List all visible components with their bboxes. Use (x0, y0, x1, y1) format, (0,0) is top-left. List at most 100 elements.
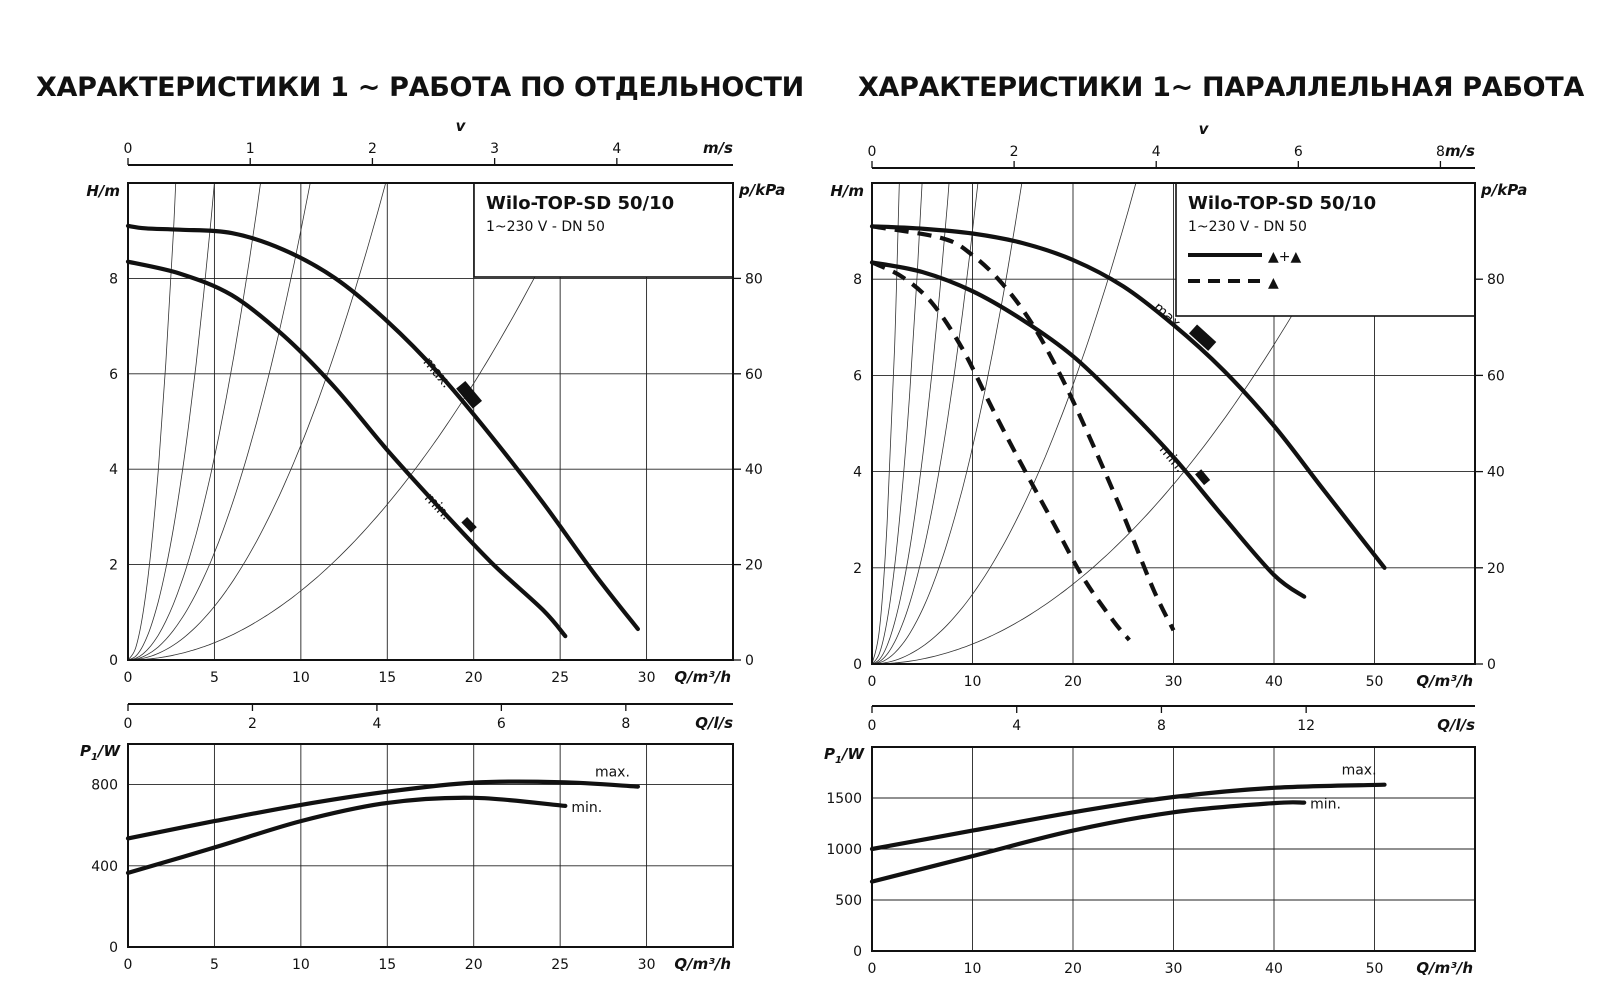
left-head-top-axis-label: v (456, 117, 467, 135)
left-head-xtick-label: 20 (465, 670, 483, 686)
left-head-system-curve (128, 183, 261, 660)
left-head-legend-title: Wilo-TOP-SD 50/10 (486, 193, 674, 214)
left-head-xlabel: Q/m³/h (674, 668, 731, 686)
right-head-system-curve (872, 183, 979, 664)
right-head-ls-axis-tick-label: 0 (868, 718, 877, 734)
right-head-frame (871, 182, 1476, 665)
left-head-system-curves (128, 183, 583, 660)
right-power-ytick-label: 0 (853, 944, 862, 960)
right-power-xtick-label: 50 (1366, 961, 1384, 977)
left-power-ytick-label: 800 (91, 778, 118, 794)
left-head-top-axis-tick-label: 2 (368, 141, 377, 157)
left-head-ls-axis-tick-label: 0 (124, 716, 133, 732)
right-head-top-axis-tick-label: 0 (868, 144, 877, 160)
right-head-system-curve (872, 183, 923, 664)
left-head-marker-max (456, 380, 483, 409)
left-head-system-curve (128, 183, 387, 660)
right-power-ytick-label: 1000 (826, 842, 862, 858)
left-head-marker-min (461, 516, 477, 533)
left-head-ls-axis-tick-label: 2 (248, 716, 257, 732)
left-power-xtick-label: 15 (378, 957, 396, 973)
right-head-series-max-1-pump- (871, 224, 1176, 632)
left-head-ylabel: H/m (86, 182, 120, 200)
left-head-xtick-label: 30 (638, 670, 656, 686)
right-head-ls-axis-tick-label: 12 (1297, 718, 1315, 734)
left-power-xtick-label: 10 (292, 957, 310, 973)
right-head-xtick-label: 20 (1064, 674, 1082, 690)
left-head-y2tick-label: 60 (745, 367, 763, 383)
right-head-ls-axis-tick-label: 8 (1157, 718, 1166, 734)
left-head-ls-axis-tick-label: 4 (372, 716, 381, 732)
right-head-y2tick-label: 40 (1487, 465, 1505, 481)
right-head-legend-subtitle: 1~230 V - DN 50 (1188, 219, 1307, 235)
right-head-ytick-label: 6 (853, 368, 862, 384)
right-power-xlabel: Q/m³/h (1416, 959, 1473, 977)
right-head-top-axis-tick-label: 8 (1436, 144, 1445, 160)
right-head-xlabel: Q/m³/h (1416, 672, 1473, 690)
left-head-frame (127, 182, 734, 661)
left-head-ls-axis-unit: Q/l/s (695, 714, 733, 732)
left-power-ytick-label: 400 (91, 859, 118, 875)
right-head-ytick-label: 2 (853, 561, 862, 577)
right-head-marker-max (1188, 324, 1217, 351)
left-head-system-curve (128, 183, 311, 660)
left-head-top-axis-tick-label: 0 (124, 141, 133, 157)
left-head-top-axis-tick-label: 1 (246, 141, 255, 157)
left-head-ls-axis-tick-label: 6 (497, 716, 506, 732)
left-head-top-axis-tick-label: 4 (612, 141, 621, 157)
right-head-ytick-label: 0 (853, 657, 862, 673)
chart-title-right: ХАРАКТЕРИСТИКИ 1~ ПАРАЛЛЕЛЬНАЯ РАБОТА (858, 72, 1585, 103)
right-head-legend-dashed-label: ▲ (1268, 275, 1279, 291)
right-power-ytick-label: 500 (835, 893, 862, 909)
right-head-y2tick-label: 80 (1487, 272, 1505, 288)
right-head-ls-axis-tick-label: 4 (1012, 718, 1021, 734)
left-power-xlabel: Q/m³/h (674, 955, 731, 973)
right-power-chart: max. min. 0 500 1000 1500 P1/W 0 10 20 30 40 50 Q/m³/… (824, 745, 1476, 977)
right-head-y2label: p/kPa (1480, 181, 1527, 199)
right-head-series-min- (869, 260, 1307, 599)
ylabel-part: /W (840, 745, 865, 763)
right-head-system-curve (872, 183, 1137, 664)
right-head-xtick-label: 0 (868, 674, 877, 690)
right-head-top-axis-unit: m/s (1445, 142, 1475, 160)
right-head-chart: Wilo-TOP-SD 50/101~230 V - DN 50▲+▲▲max.… (830, 120, 1527, 734)
right-head-legend-solid-label: ▲+▲ (1268, 249, 1301, 265)
ylabel-part: /W (96, 742, 121, 760)
left-head-legend-subtitle: 1~230 V - DN 50 (486, 219, 605, 235)
right-head-y2tick-label: 60 (1487, 368, 1505, 384)
left-power-xtick-label: 30 (638, 957, 656, 973)
left-head-xtick-label: 5 (210, 670, 219, 686)
left-power-series-max (125, 779, 640, 841)
right-head-series-min-1-pump- (871, 260, 1131, 642)
left-head-ytick-label: 4 (109, 462, 118, 478)
ylabel-part: P (824, 745, 835, 763)
left-power-ylabel: P1/W (80, 742, 121, 763)
right-power-xtick-label: 20 (1064, 961, 1082, 977)
left-head-ytick-label: 0 (109, 653, 118, 669)
left-head-ytick-label: 2 (109, 558, 118, 574)
right-power-series-min (869, 800, 1307, 884)
right-head-y2tick-label: 0 (1487, 657, 1496, 673)
right-head-xtick-label: 40 (1265, 674, 1283, 690)
right-power-xtick-label: 40 (1265, 961, 1283, 977)
right-power-ytick-label: 1500 (826, 791, 862, 807)
ylabel-part: 1 (835, 755, 842, 766)
right-head-top-axis-label: v (1199, 120, 1210, 138)
left-head-top-axis-tick-label: 3 (490, 141, 499, 157)
right-head-system-curve (872, 183, 1023, 664)
left-head-series-min- (125, 259, 568, 639)
left-head-y2tick-label: 40 (745, 462, 763, 478)
left-head-top-axis-unit: m/s (703, 139, 733, 157)
left-head-y2tick-label: 0 (745, 653, 754, 669)
right-head-series-max- (869, 224, 1387, 570)
right-power-ylabel: P1/W (824, 745, 865, 766)
left-head-ytick-label: 8 (109, 271, 118, 287)
right-head-ytick-label: 4 (853, 465, 862, 481)
right-head-top-axis-tick-label: 6 (1294, 144, 1303, 160)
left-head-ytick-label: 6 (109, 367, 118, 383)
right-head-ls-axis-unit: Q/l/s (1437, 716, 1475, 734)
right-head-system-curve (872, 183, 950, 664)
left-head-ls-axis-tick-label: 8 (621, 716, 630, 732)
left-head-xtick-label: 0 (124, 670, 133, 686)
chart-title-left: ХАРАКТЕРИСТИКИ 1 ~ РАБОТА ПО ОТДЕЛЬНОСТИ (36, 72, 804, 103)
